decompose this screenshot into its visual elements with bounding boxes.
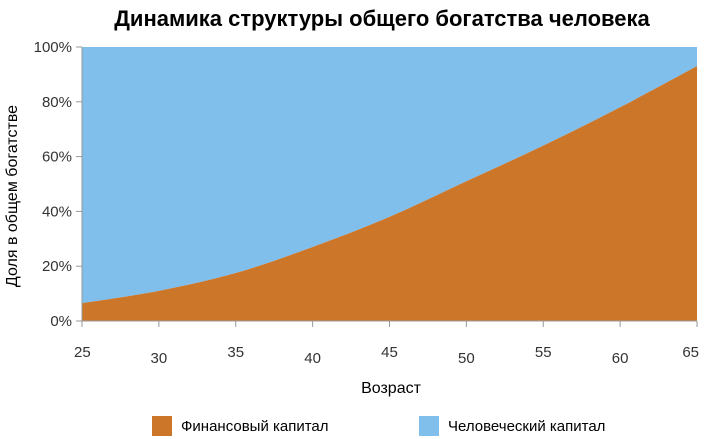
x-ticks: 25 30 35 40 45 50 55 60 65 [74,321,699,367]
x-tick-label: 25 [74,344,91,361]
y-tick-label: 40% [42,203,72,220]
y-tick-label: 0% [50,313,72,330]
x-tick-label: 55 [535,344,552,361]
legend-label-financial: Финансовый капитал [181,418,329,435]
x-tick-label: 40 [304,350,321,367]
y-tick-label: 100% [34,39,72,56]
plot-area [82,47,697,322]
area-human-capital [82,47,697,304]
y-tick-label: 20% [42,258,72,275]
y-axis-label: Доля в общем богатстве [4,105,21,287]
x-tick-label: 65 [682,344,699,361]
chart-title: Динамика структуры общего богатства чело… [114,6,650,31]
y-ticks: 0% 20% 40% 60% 80% 100% [34,39,82,330]
x-tick-label: 50 [458,350,475,367]
x-tick-label: 60 [612,350,629,367]
legend-label-human: Человеческий капитал [448,418,605,435]
legend-swatch-human [419,416,439,436]
x-tick-label: 45 [381,344,398,361]
legend-swatch-financial [152,416,172,436]
area-financial-capital [82,66,697,322]
legend: Финансовый капитал Человеческий капитал [152,416,605,436]
y-tick-label: 60% [42,149,72,166]
y-tick-label: 80% [42,94,72,111]
x-tick-label: 30 [151,350,168,367]
x-axis-label: Возраст [361,380,422,397]
x-tick-label: 35 [227,344,244,361]
